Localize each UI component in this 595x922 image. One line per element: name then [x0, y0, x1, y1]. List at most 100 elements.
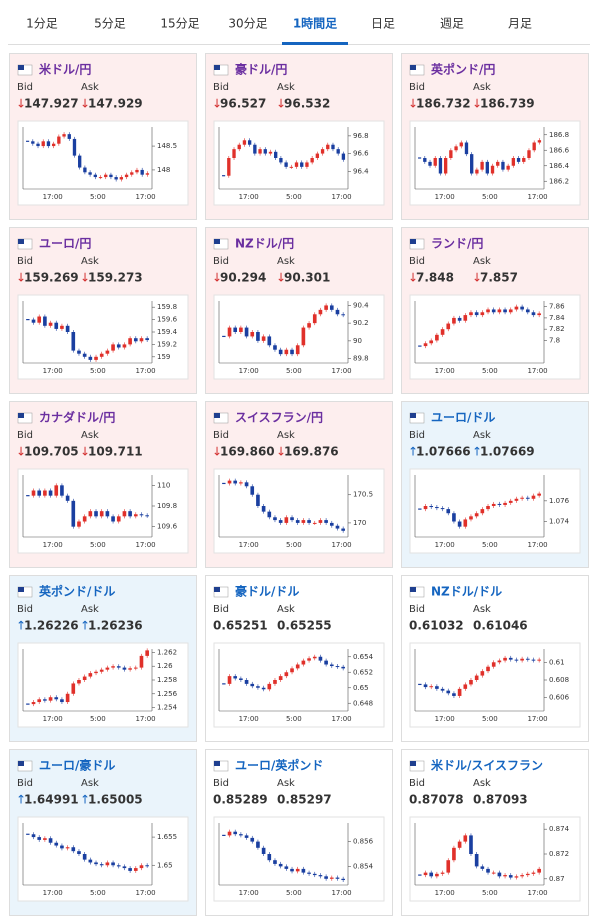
candle [470, 154, 474, 174]
bid-label: Bid [409, 256, 425, 267]
candle [88, 859, 93, 863]
pair-name[interactable]: 英ポンド/円 [431, 62, 495, 77]
flag-icon-part [214, 239, 220, 244]
candle [82, 516, 87, 522]
candle [31, 319, 36, 323]
pair-name[interactable]: NZドル/円 [235, 237, 294, 251]
rate-card[interactable]: スイスフラン/円 Bid Ask ↓ ↓169.860 169.876 170 170.5 17… [205, 401, 393, 568]
candle [527, 150, 531, 158]
candle [446, 509, 451, 514]
pair-name[interactable]: ユーロ/ドル [431, 411, 495, 425]
x-tick-label: 17:00 [435, 367, 455, 375]
pair-name[interactable]: 豪ドル/ドル [235, 584, 299, 599]
chart-box [409, 120, 581, 206]
bid-label: Bid [213, 82, 229, 93]
candle [443, 158, 448, 174]
candle [290, 668, 294, 673]
candle [335, 666, 340, 668]
pair-name[interactable]: 豪ドル/円 [235, 62, 287, 77]
bid-label: Bid [17, 604, 33, 615]
candle [307, 323, 311, 328]
rate-card[interactable]: 豪ドル/ドル Bid Ask 0.65251 0.65255 0.648 0.65 0.652… [205, 575, 393, 742]
y-tick-label: 110 [157, 481, 170, 489]
tab[interactable]: 日足 [371, 17, 395, 31]
candle [454, 146, 458, 151]
tab[interactable]: 月足 [508, 17, 532, 31]
pair-name[interactable]: NZドル/ドル [431, 585, 502, 599]
rate-card[interactable]: ユーロ/英ポンド Bid Ask 0.85289 0.85297 0.854 0.856 17… [205, 749, 393, 916]
rate-card[interactable]: NZドル/ドル Bid Ask 0.61032 0.61046 0.606 0.608 0.6… [401, 575, 589, 742]
x-tick-label: 17:00 [135, 193, 155, 201]
candle [227, 158, 231, 176]
candle [233, 480, 238, 484]
y-tick-label: 0.872 [549, 850, 569, 858]
y-tick-label: 96.8 [353, 132, 369, 140]
flag-icon-part [18, 239, 24, 244]
rate-card[interactable]: 米ドル/円 Bid Ask ↓ ↓147.927 147.929 148 148.5 17:00… [9, 53, 197, 220]
candle [475, 169, 479, 174]
pair-name[interactable]: ランド/円 [431, 237, 483, 251]
candle [139, 514, 144, 516]
pair-name[interactable]: カナダドル/円 [39, 410, 115, 425]
candle [433, 158, 437, 166]
rate-card[interactable]: カナダドル/円 Bid Ask ↓ ↓109.705 109.711 109.6 109.8 1… [9, 401, 197, 568]
y-tick-label: 0.608 [549, 676, 569, 684]
candle [446, 323, 451, 330]
candle [54, 842, 59, 846]
tab[interactable]: 5分足 [94, 17, 126, 31]
tab[interactable]: 1分足 [26, 17, 58, 31]
candle [273, 860, 277, 864]
x-tick-label: 17:00 [239, 889, 259, 897]
ask-label: Ask [473, 604, 491, 615]
rate-card[interactable]: ユーロ/ドル Bid Ask ↑ ↑1.07666 1.07669 1.074 1.076 17… [401, 401, 589, 568]
candle [43, 838, 47, 840]
pair-name[interactable]: ユーロ/英ポンド [235, 758, 323, 773]
rate-card[interactable]: 英ポンド/ドル Bid Ask ↑ ↑1.26226 1.26236 1.254 1.256 1… [9, 575, 197, 742]
bid-value: 186.732 [416, 97, 471, 111]
y-tick-label: 0.654 [353, 653, 374, 661]
x-tick-label: 5:00 [286, 193, 302, 201]
rate-card[interactable]: 米ドル/スイスフラン Bid Ask 0.87078 0.87093 0.87 0.872 0… [401, 749, 589, 916]
candle [474, 513, 479, 517]
pair-name[interactable]: 米ドル/スイスフラン [431, 758, 543, 773]
tab[interactable]: 1時間足 [293, 16, 337, 31]
tab[interactable]: 30分足 [228, 17, 267, 31]
x-tick-label: 5:00 [482, 193, 498, 201]
pair-name[interactable]: 米ドル/円 [39, 62, 91, 77]
y-tick-label: 159 [157, 353, 170, 361]
candle [46, 141, 51, 147]
y-tick-label: 109.8 [157, 502, 177, 510]
candle [497, 309, 502, 313]
candle [140, 169, 144, 175]
candle [449, 150, 453, 158]
ask-label: Ask [473, 430, 491, 441]
tab[interactable]: 15分足 [160, 17, 199, 31]
rate-card[interactable]: 英ポンド/円 Bid Ask ↓ ↓186.732 186.739 186.2 186.4 18… [401, 53, 589, 220]
candle [43, 316, 47, 326]
bid-label: Bid [409, 430, 425, 441]
y-tick-label: 7.84 [549, 314, 565, 322]
rate-card[interactable]: ユーロ/豪ドル Bid Ask ↑ ↑1.64991 1.65005 1.65 1.655 17… [9, 749, 197, 916]
x-tick-label: 17:00 [435, 193, 455, 201]
pair-name[interactable]: スイスフラン/円 [235, 411, 323, 425]
candle [124, 174, 129, 178]
x-tick-label: 17:00 [135, 367, 155, 375]
candle [329, 664, 334, 667]
rate-card[interactable]: ユーロ/円 Bid Ask ↓ ↓159.269 159.273 159 159.2 159.4… [9, 227, 197, 394]
tab[interactable]: 週足 [440, 17, 464, 31]
candle [279, 158, 283, 163]
candle [67, 134, 71, 139]
candle [116, 865, 121, 867]
bid-label: Bid [409, 778, 425, 789]
pair-name[interactable]: ユーロ/豪ドル [39, 758, 115, 773]
candle [463, 684, 468, 689]
x-tick-label: 5:00 [90, 193, 106, 201]
candle [312, 656, 317, 659]
pair-name[interactable]: 英ポンド/ドル [39, 584, 115, 599]
pair-name[interactable]: ユーロ/円 [39, 237, 91, 251]
candle [139, 338, 144, 342]
candle [503, 502, 507, 505]
